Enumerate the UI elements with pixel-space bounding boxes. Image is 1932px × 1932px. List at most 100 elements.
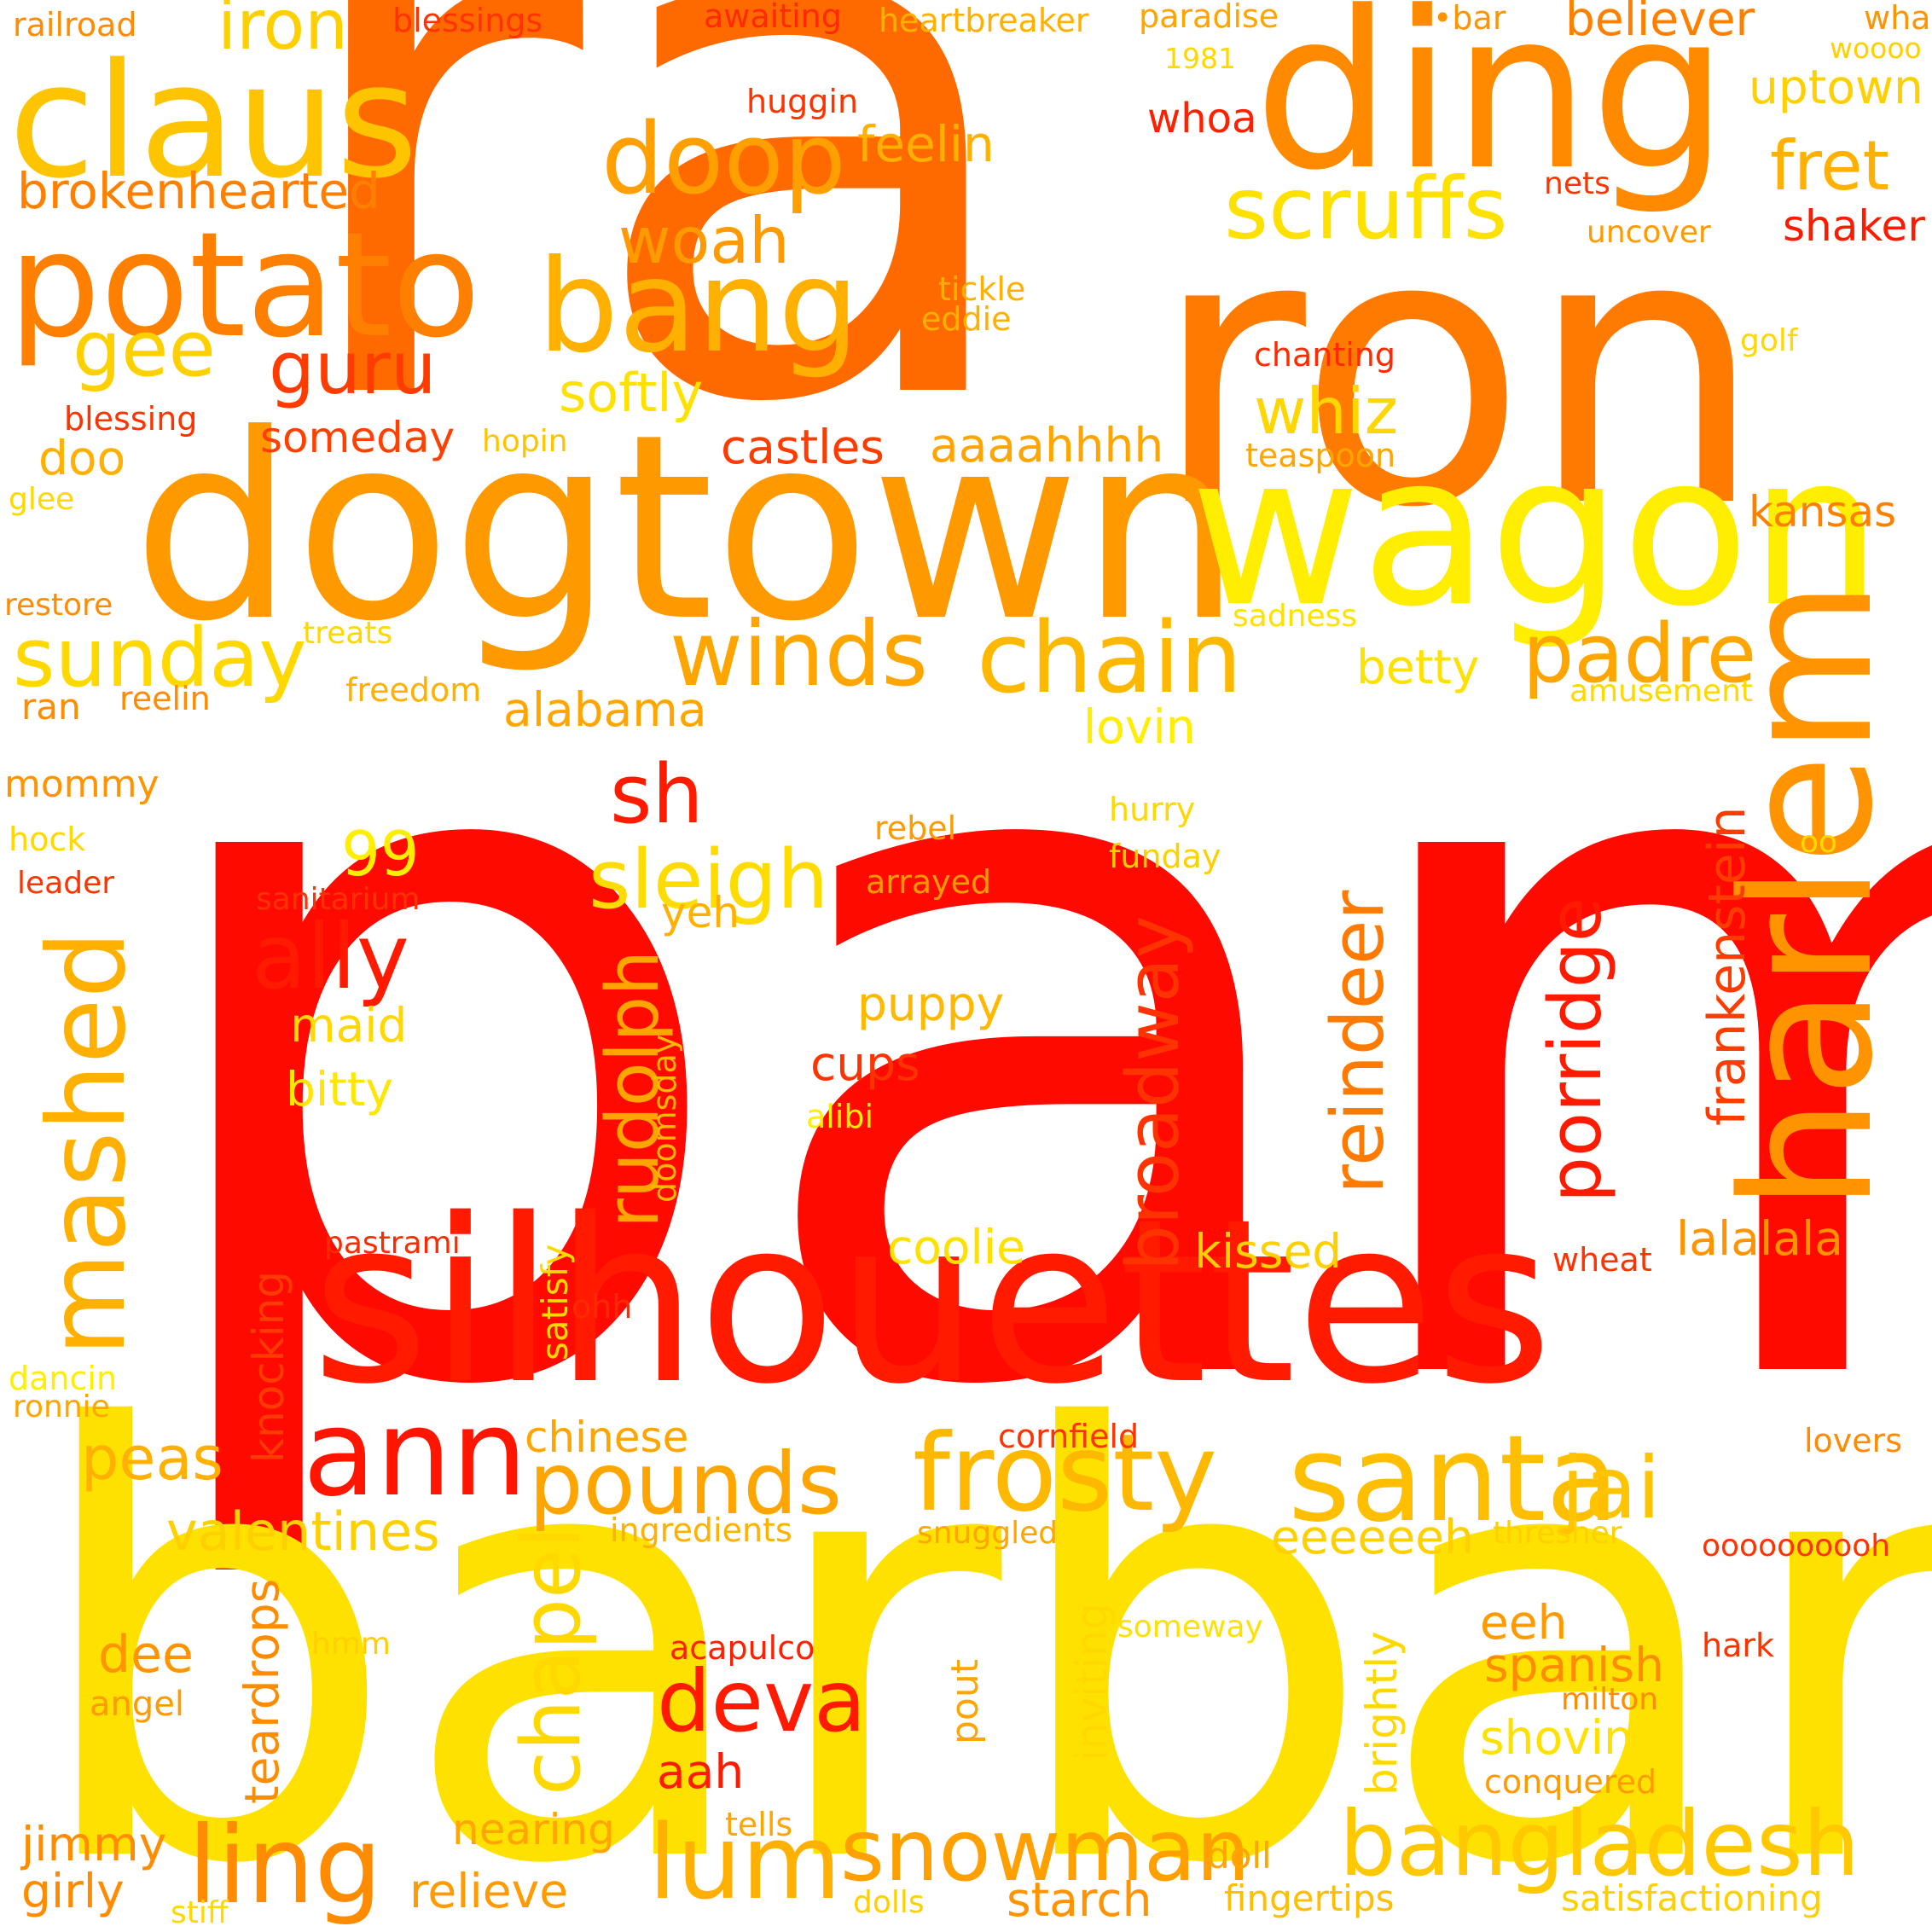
word-alabama: alabama: [503, 682, 707, 737]
word-1981: 1981: [1164, 42, 1236, 75]
word-silhouettes: silhouettes: [311, 1171, 1553, 1434]
word-shaker: shaker: [1783, 201, 1925, 251]
word-reindeer: reindeer: [1316, 890, 1401, 1194]
word-oo: oo: [1800, 825, 1838, 860]
word-awaiting: awaiting: [704, 0, 842, 35]
word-chinese: chinese: [525, 1413, 689, 1462]
word-teardrops: teardrops: [235, 1578, 289, 1804]
word-tells: tells: [725, 1806, 793, 1843]
word-eddie: eddie: [921, 300, 1012, 338]
word-puppy: puppy: [857, 977, 1005, 1031]
word-castles: castles: [721, 420, 885, 474]
word-ninety-nine: 99: [341, 818, 420, 890]
word-aaaahhhh: aaaahhhh: [930, 418, 1164, 473]
word-ann: ann: [303, 1384, 528, 1523]
word-peas: peas: [81, 1424, 223, 1494]
word-valentines: valentines: [166, 1500, 440, 1563]
word-tickle: tickle: [938, 270, 1026, 308]
word-angel: angel: [90, 1685, 184, 1724]
word-deva: deva: [657, 1651, 867, 1751]
word-sadness: sadness: [1233, 599, 1358, 634]
word-satisfactioning: satisfactioning: [1561, 1877, 1823, 1919]
word-sh: sh: [610, 748, 704, 842]
word-coolie: coolie: [887, 1220, 1025, 1274]
word-maid: maid: [290, 998, 408, 1053]
word-whoa: whoa: [1147, 95, 1257, 142]
word-nets: nets: [1544, 166, 1610, 201]
word-alibi: alibi: [806, 1098, 874, 1135]
word-restore: restore: [4, 588, 113, 623]
word-thresher: thresher: [1493, 1516, 1622, 1551]
word-golf: golf: [1740, 323, 1798, 358]
word-reelin: reelin: [119, 680, 211, 717]
word-doo: doo: [38, 431, 126, 485]
word-softly: softly: [559, 362, 704, 424]
word-barbara: barbara: [26, 1308, 1932, 1932]
word-chapel: chapel: [505, 1526, 599, 1796]
word-hark: hark: [1702, 1627, 1774, 1664]
word-bitty: bitty: [286, 1062, 393, 1117]
word-eeeeeeh: eeeeeeh: [1271, 1510, 1474, 1564]
word-gee: gee: [73, 305, 216, 394]
word-yeh: yeh: [661, 888, 740, 937]
word-ran: ran: [21, 686, 81, 728]
word-ronnie: ronnie: [13, 1390, 110, 1424]
word-doomsday: doomsday: [646, 1034, 683, 1203]
word-snowman: snowman: [840, 1801, 1250, 1900]
word-someday: someday: [260, 413, 455, 462]
word-someway: someway: [1117, 1610, 1263, 1645]
word-aah: aah: [657, 1744, 745, 1799]
word-woooo: woooo: [1830, 32, 1922, 65]
word-bang: bang: [537, 233, 860, 381]
word-winds: winds: [670, 602, 928, 706]
word-leader: leader: [17, 866, 115, 901]
word-dolls: dolls: [853, 1885, 925, 1920]
word-frosty: frosty: [913, 1412, 1218, 1535]
word-knocking: knocking: [244, 1271, 293, 1463]
word-inviting: inviting: [1067, 1603, 1117, 1761]
word-betty: betty: [1356, 640, 1480, 694]
word-glee: glee: [9, 482, 75, 517]
word-fingertips: fingertips: [1224, 1877, 1395, 1919]
word-dancin: dancin: [9, 1360, 118, 1397]
word-lalalala: lalalala: [1676, 1211, 1843, 1266]
word-dogtown: dogtown: [132, 380, 1243, 677]
word-pounds: pounds: [529, 1434, 842, 1534]
word-lum: lum: [648, 1804, 842, 1923]
word-frankenstein: frankenstein: [1697, 806, 1757, 1126]
word-hock: hock: [9, 821, 86, 858]
word-jai: jai: [1561, 1438, 1661, 1538]
word-whiz: whiz: [1254, 374, 1399, 449]
word-lovers: lovers: [1804, 1422, 1903, 1459]
word-ling: ling: [188, 1804, 383, 1928]
word-stiff: stiff: [171, 1895, 229, 1930]
word-blessing: blessing: [64, 400, 198, 438]
word-bangladesh: bangladesh: [1339, 1792, 1860, 1896]
word-conquered: conquered: [1484, 1763, 1657, 1801]
word-ingredients: ingredients: [610, 1511, 792, 1549]
word-uptown: uptown: [1749, 60, 1923, 114]
word-fret: fret: [1770, 126, 1889, 206]
word-spanish: spanish: [1484, 1638, 1664, 1692]
word-doll: doll: [1207, 1835, 1272, 1877]
word-wheat: wheat: [1552, 1241, 1652, 1279]
word-hurry: hurry: [1109, 791, 1196, 828]
word-ally: ally: [252, 905, 409, 1009]
word-ron: ron: [1152, 153, 1766, 589]
word-teaspoon: teaspoon: [1245, 437, 1396, 474]
word-doop: doop: [601, 102, 846, 217]
word-guru: guru: [269, 327, 437, 411]
word-oooooooooh: oooooooooh: [1702, 1529, 1891, 1564]
word-feelin: feelin: [857, 115, 995, 173]
word-cornfield: cornfield: [998, 1418, 1140, 1455]
word-starch: starch: [1007, 1872, 1152, 1927]
word-potato: potato: [9, 201, 481, 370]
word-cups: cups: [810, 1036, 920, 1091]
word-milton: milton: [1561, 1682, 1659, 1717]
word-pout: pout: [943, 1659, 987, 1744]
word-lovin: lovin: [1083, 699, 1196, 754]
word-iron: iron: [218, 0, 349, 65]
word-ohh: ohh: [571, 1288, 633, 1326]
word-hopin: hopin: [482, 424, 568, 459]
word-believer: believer: [1565, 0, 1755, 46]
